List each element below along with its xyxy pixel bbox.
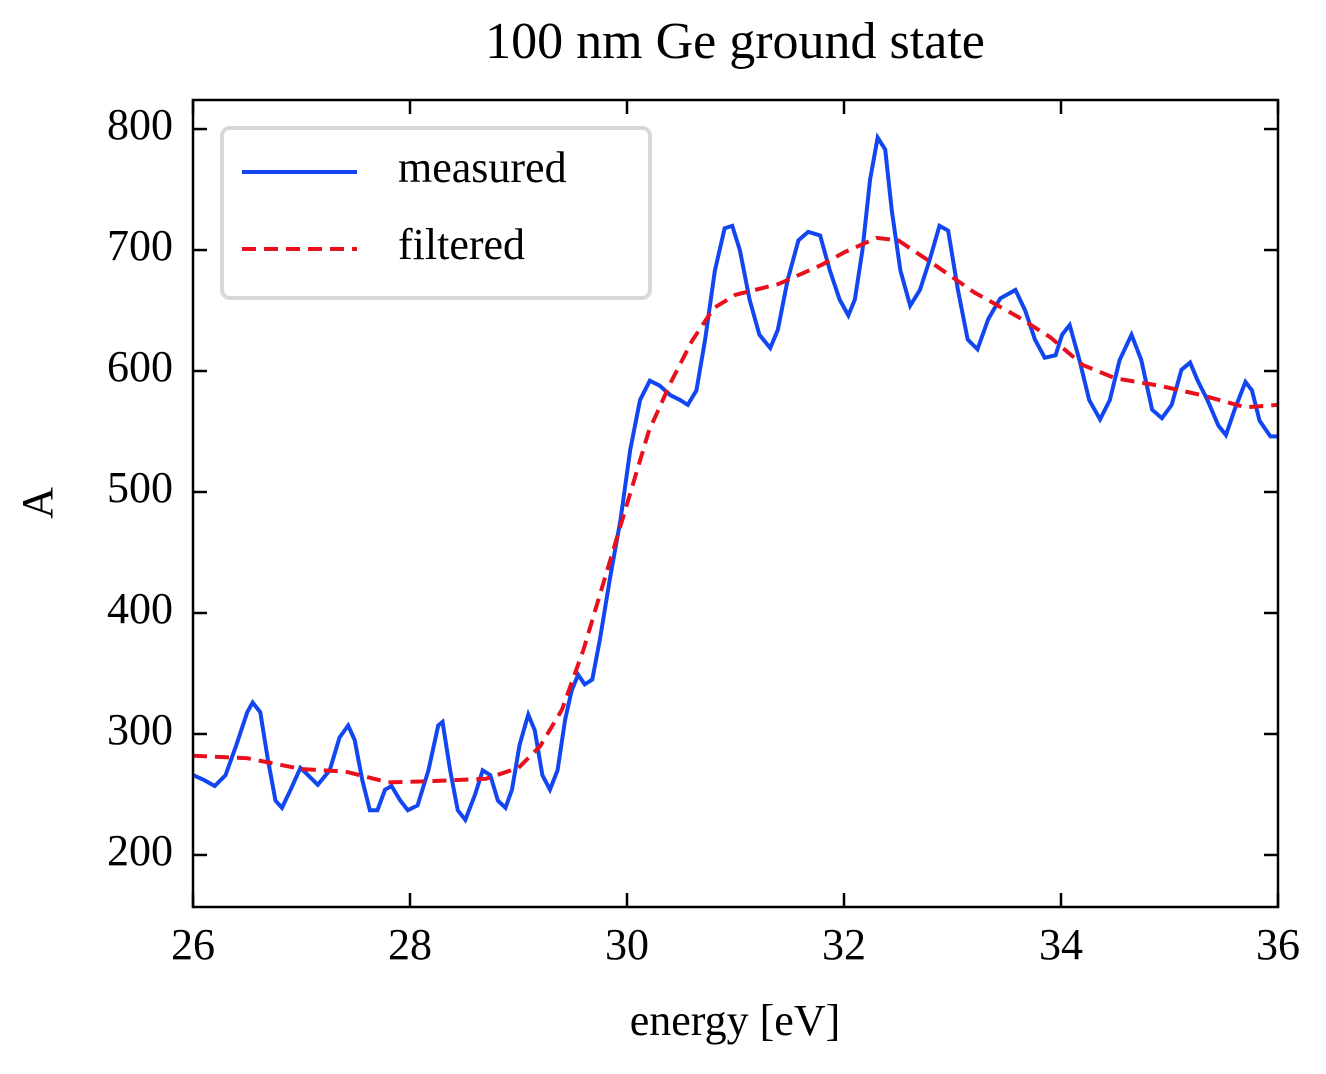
plot-area	[193, 132, 1278, 824]
y-tick-label: 400	[107, 584, 173, 633]
x-tick-label: 36	[1256, 920, 1300, 969]
series-line	[193, 235, 1278, 785]
y-tick-label: 200	[107, 826, 173, 875]
legend-label: filtered	[398, 220, 525, 269]
y-tick-label: 700	[107, 221, 173, 270]
x-tick-label: 32	[822, 920, 866, 969]
y-axis-label: A	[13, 487, 62, 519]
y-tick-label: 600	[107, 342, 173, 391]
x-tick-label: 34	[1039, 920, 1083, 969]
series-line	[193, 132, 1278, 824]
chart-title: 100 nm Ge ground state	[485, 13, 985, 70]
y-tick-label: 800	[107, 100, 173, 149]
plot-frame	[191, 98, 1280, 909]
x-tick-label: 28	[388, 920, 432, 969]
legend-label: measured	[398, 143, 567, 192]
x-tick-label: 30	[605, 920, 649, 969]
x-axis-label: energy [eV]	[630, 996, 841, 1045]
y-tick-label: 500	[107, 463, 173, 512]
y-tick-label: 300	[107, 705, 173, 754]
x-tick-label: 26	[171, 920, 215, 969]
